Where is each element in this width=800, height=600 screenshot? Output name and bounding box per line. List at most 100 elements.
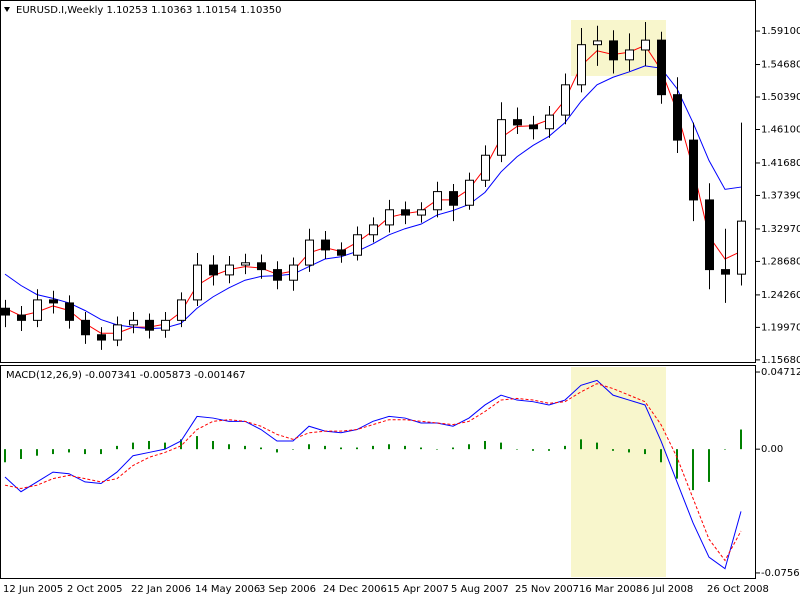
candle-body <box>225 264 234 276</box>
candle-body <box>513 119 522 126</box>
candle-body <box>465 179 474 206</box>
histogram-bar <box>356 447 358 450</box>
candle-body <box>497 119 506 156</box>
y-tick-label: 1.54680 <box>761 60 800 71</box>
histogram-bar <box>100 449 102 455</box>
histogram-bar <box>580 439 582 450</box>
candle-body <box>337 249 346 256</box>
candle-body <box>529 124 538 130</box>
y-tick-label: 1.24260 <box>761 290 800 301</box>
histogram-bar <box>20 449 22 459</box>
histogram-bar <box>468 444 470 450</box>
histogram-bar <box>292 449 294 450</box>
histogram-bar <box>692 449 694 491</box>
histogram-bar <box>596 442 598 450</box>
x-tick-label: 15 Apr 2007 <box>387 584 449 595</box>
candle-body <box>705 199 714 271</box>
histogram-bar <box>548 449 550 451</box>
histogram-bar <box>724 449 726 450</box>
macd-panel-frame <box>0 365 756 579</box>
candle-body <box>657 39 666 96</box>
histogram-bar <box>244 445 246 450</box>
histogram-bar <box>660 449 662 463</box>
macd-title: MACD(12,26,9) -0.007341 -0.005873 -0.001… <box>6 370 245 381</box>
candle-body <box>33 299 42 321</box>
histogram-bar <box>228 444 230 450</box>
histogram-bar <box>260 447 262 450</box>
candle-body <box>17 314 26 321</box>
y-tick-label: 1.32970 <box>761 224 800 235</box>
price-panel-frame <box>0 0 756 363</box>
y-tick-label: 1.41680 <box>761 158 800 169</box>
histogram-bar <box>180 439 182 450</box>
candle-body <box>353 234 362 256</box>
histogram-bar <box>372 445 374 450</box>
candle-body <box>113 324 122 341</box>
candle-body <box>97 334 106 341</box>
x-tick-label: 2 Oct 2005 <box>67 584 122 595</box>
histogram-bar <box>708 449 710 482</box>
x-tick-label: 12 Jun 2005 <box>3 584 63 595</box>
candle-body <box>209 264 218 276</box>
histogram-bar <box>164 442 166 450</box>
candle-body <box>593 40 602 46</box>
candle-body <box>481 154 490 181</box>
histogram-bar <box>148 440 150 450</box>
candle-body <box>385 209 394 226</box>
y-tick-label: 1.46100 <box>761 125 800 136</box>
candle-body <box>577 44 586 86</box>
candle-body <box>401 209 410 216</box>
histogram-bar <box>36 449 38 456</box>
histogram-bar <box>500 442 502 450</box>
candle-body <box>721 269 730 275</box>
candle-body <box>145 319 154 331</box>
histogram-bar <box>532 449 534 451</box>
candle-body <box>289 264 298 281</box>
highlight-zone <box>571 367 666 577</box>
y-tick-label: 0.047122 <box>761 367 800 378</box>
candle-body <box>65 302 74 321</box>
candle-body <box>609 40 618 61</box>
candle-body <box>305 239 314 266</box>
candle-body <box>417 209 426 216</box>
candle-body <box>433 191 442 211</box>
candle-body <box>129 319 138 326</box>
y-tick-label: 1.37390 <box>761 190 800 201</box>
x-tick-label: 25 Nov 2007 <box>515 584 579 595</box>
histogram-bar <box>740 429 742 450</box>
x-tick-label: 3 Sep 2006 <box>259 584 316 595</box>
histogram-bar <box>644 449 646 455</box>
histogram-bar <box>340 447 342 450</box>
histogram-bar <box>4 449 6 463</box>
histogram-bar <box>628 449 630 453</box>
menu-arrow[interactable] <box>4 7 10 12</box>
y-tick-label: 1.59100 <box>761 26 800 37</box>
macd-line <box>4 379 742 570</box>
histogram-bar <box>388 444 390 450</box>
y-tick-label: 0.00 <box>761 444 783 455</box>
candle-body <box>257 262 266 271</box>
candle-body <box>737 220 746 275</box>
x-tick-label: 24 Dec 2006 <box>323 584 387 595</box>
histogram-bar <box>324 445 326 450</box>
histogram-bar <box>612 449 614 451</box>
candle-body <box>177 299 186 321</box>
histogram-bar <box>484 440 486 450</box>
y-tick-label: 1.19970 <box>761 322 800 333</box>
x-tick-label: 22 Jan 2006 <box>131 584 191 595</box>
histogram-bar <box>52 449 54 455</box>
candle-body <box>641 39 650 51</box>
x-tick-label: 5 Aug 2007 <box>451 584 509 595</box>
candle-body <box>161 319 170 331</box>
y-tick-label: 1.28680 <box>761 256 800 267</box>
histogram-bar <box>196 436 198 450</box>
x-tick-label: 6 Jul 2008 <box>643 584 693 595</box>
candle-body <box>241 262 250 266</box>
histogram-bar <box>84 449 86 455</box>
histogram-bar <box>436 449 438 450</box>
y-tick-label: 1.50390 <box>761 92 800 103</box>
price-title: EURUSD.I,Weekly 1.10253 1.10363 1.10154 … <box>16 5 281 16</box>
candle-body <box>689 139 698 201</box>
